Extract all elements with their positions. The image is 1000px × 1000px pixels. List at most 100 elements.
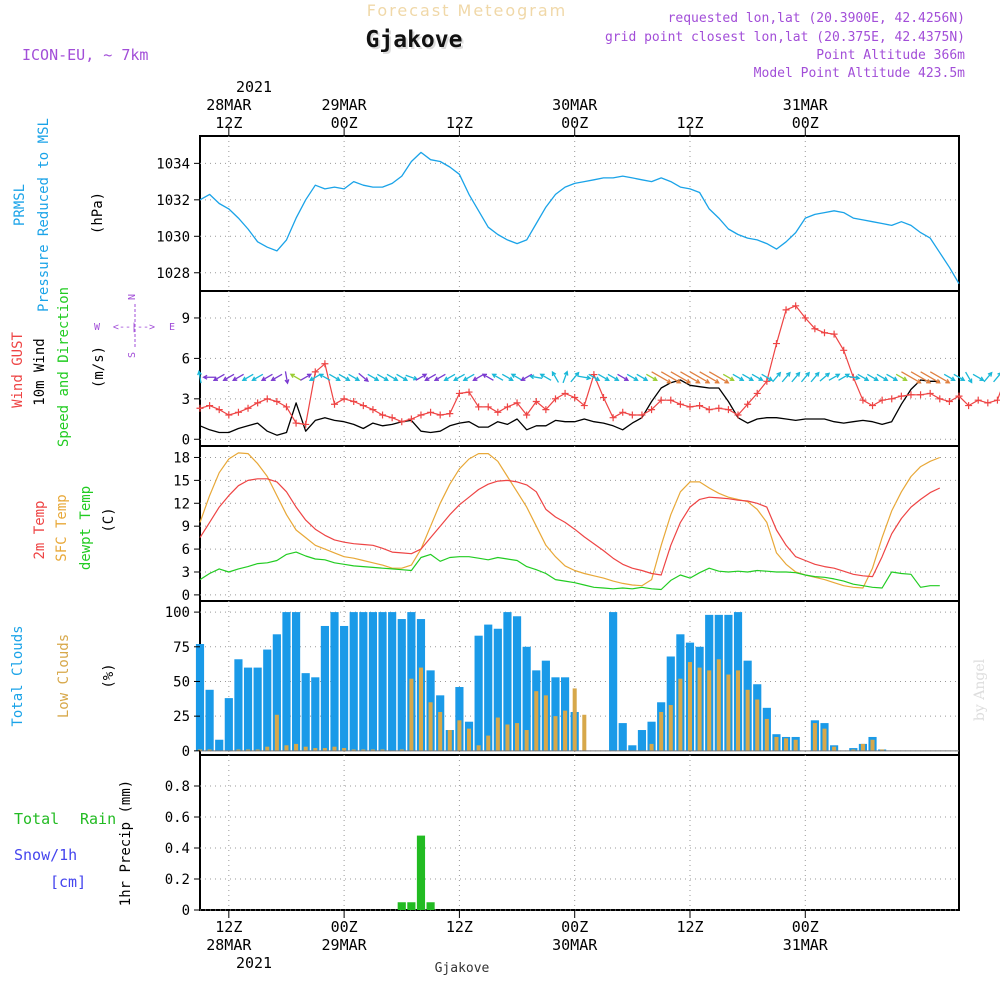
wind-direction-arrow xyxy=(197,370,202,384)
gust-marker xyxy=(465,388,473,396)
wind-direction-arrow xyxy=(670,371,692,384)
bottom-tick-hour: 00Z xyxy=(792,918,819,936)
wind-direction-arrow xyxy=(202,374,216,380)
gust-marker xyxy=(302,420,310,428)
total-clouds-bar xyxy=(359,612,368,751)
y-tick-label: 9 xyxy=(182,311,190,327)
wind-direction-arrow xyxy=(222,373,235,381)
low-clouds-bar xyxy=(361,749,366,751)
y-tick-label: 6 xyxy=(182,542,190,558)
wind-direction-arrow xyxy=(308,373,321,381)
total-clouds-bar xyxy=(253,667,262,751)
requested-coords: requested lon,lat (20.3900E, 42.4256N) xyxy=(668,11,965,26)
total-clouds-bar xyxy=(609,612,618,751)
rain-bar xyxy=(407,902,416,910)
gust-marker xyxy=(888,395,896,403)
gust-marker xyxy=(542,406,550,414)
total-clouds-bar xyxy=(503,612,512,751)
wind-direction-arrow xyxy=(529,374,543,380)
wind-direction-label: Speed and Direction xyxy=(56,287,72,447)
wind-direction-arrow xyxy=(232,373,244,381)
total-clouds-bar xyxy=(397,619,406,751)
wind-direction-arrow xyxy=(901,371,922,384)
bottom-tick-hour: 12Z xyxy=(215,918,242,936)
gust-marker xyxy=(254,399,262,407)
gust-marker xyxy=(292,419,300,427)
low-clouds-bar xyxy=(322,748,327,751)
gust-marker xyxy=(840,346,848,354)
gust-marker xyxy=(782,306,790,314)
wind-direction-arrow xyxy=(993,372,1000,383)
wind-direction-arrow xyxy=(867,373,879,381)
gust-marker xyxy=(350,398,358,406)
wind-direction-arrow xyxy=(791,371,801,383)
wind-direction-arrow xyxy=(876,373,889,381)
wind-direction-arrow xyxy=(929,371,951,384)
wind-direction-arrow xyxy=(847,375,861,381)
pressure-line xyxy=(199,151,960,285)
wind-direction-arrow xyxy=(597,373,610,381)
gust-marker xyxy=(628,411,636,419)
compass-n: N xyxy=(127,294,138,300)
precip-unit: 1hr Precip (mm) xyxy=(118,780,134,906)
wind-direction-arrow xyxy=(965,371,973,384)
gust-marker xyxy=(926,389,934,397)
panel-frame-5 xyxy=(199,754,960,911)
gust-marker xyxy=(657,396,665,404)
gust-marker xyxy=(734,411,742,419)
wind-direction-arrow xyxy=(943,373,956,381)
gust-marker xyxy=(648,406,656,414)
grid-lines xyxy=(200,136,959,911)
gust-marker xyxy=(234,408,242,416)
gust-marker xyxy=(772,340,780,348)
total-clouds-bar xyxy=(512,616,522,751)
wind-direction-arrow xyxy=(405,374,419,381)
low-clouds-bar xyxy=(543,695,548,751)
gust-marker xyxy=(436,411,444,419)
wind-direction-arrow xyxy=(289,373,302,381)
y-tick-label: 0 xyxy=(182,903,190,919)
gust-marker xyxy=(753,389,761,397)
gust-marker xyxy=(321,360,329,368)
low-clouds-bar xyxy=(524,730,529,751)
y-tick-label: 6 xyxy=(182,351,190,367)
low-clouds-bar xyxy=(284,745,289,751)
gust-label: Wind GUST xyxy=(10,332,26,408)
gust-marker xyxy=(820,329,828,337)
low-clouds-bar xyxy=(534,691,539,751)
wind-direction-arrow xyxy=(481,373,494,381)
low-clouds-bar xyxy=(399,749,404,751)
total-clouds-bar xyxy=(474,635,483,751)
gust-marker xyxy=(388,414,396,422)
y-tick-label: 0.8 xyxy=(165,779,190,795)
gust-marker xyxy=(475,403,483,411)
wind-direction-arrow xyxy=(578,375,592,381)
total-clouds-bar xyxy=(291,612,301,751)
total-clouds-bar xyxy=(618,723,627,751)
gust-marker xyxy=(936,395,944,403)
wind-direction-arrow xyxy=(539,373,552,381)
bottom-axis-year: 2021 xyxy=(236,954,272,972)
wind-direction-arrow xyxy=(751,373,764,381)
wind-direction-arrow xyxy=(453,373,465,381)
low-clouds-bar xyxy=(851,749,856,751)
gust-marker xyxy=(379,411,387,419)
gust-marker xyxy=(244,404,252,412)
wind-direction-arrow xyxy=(972,373,985,381)
low-clouds-bar xyxy=(707,670,712,751)
gust-marker xyxy=(744,400,752,408)
low-clouds-bar xyxy=(418,667,423,751)
y-tick-label: 0.4 xyxy=(165,841,190,857)
low-clouds-bar xyxy=(370,749,375,751)
gust-marker xyxy=(993,396,1000,404)
gust-marker xyxy=(859,396,867,404)
low-clouds-bar xyxy=(755,699,760,751)
top-tick-date: 28MAR xyxy=(206,96,252,114)
low-clouds-bar xyxy=(313,748,318,751)
total-clouds-bar xyxy=(320,625,329,751)
low-clouds-bar xyxy=(466,728,472,751)
y-tick-label: 0 xyxy=(182,432,190,448)
low-clouds-bar xyxy=(784,738,789,751)
wind-direction-arrow xyxy=(617,373,630,381)
y-tick-label: 1030 xyxy=(156,229,190,245)
